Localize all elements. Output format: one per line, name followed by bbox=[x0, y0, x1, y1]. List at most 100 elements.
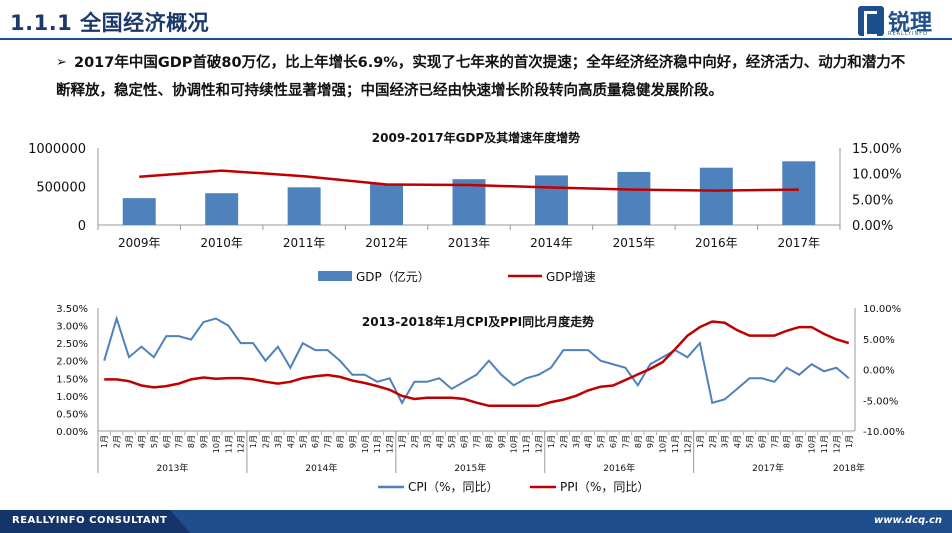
cpi-month-label: 2月 bbox=[708, 435, 717, 448]
logo-name: 锐理 bbox=[888, 11, 933, 36]
ppi-line bbox=[104, 320, 850, 408]
cpi-month-label: 9月 bbox=[497, 435, 506, 448]
cpi-line bbox=[103, 315, 850, 405]
cpi-month-label: 11月 bbox=[522, 435, 531, 453]
cpi-month-label: 2月 bbox=[113, 435, 122, 448]
cpi-month-label: 10月 bbox=[659, 435, 668, 453]
gdp-tick-labels: 1000000 500000 0 15.00% 10.00% 5.00% 0.00% 2009… bbox=[28, 142, 901, 250]
cpi-right-tick-label: 5.00% bbox=[863, 335, 895, 346]
gdp-bar bbox=[699, 167, 733, 225]
gdp-left-tick-label: 500000 bbox=[36, 181, 86, 196]
gdp-chart-title: 2009-2017年GDP及其增速年度增势 bbox=[372, 130, 580, 145]
gdp-x-tick-label: 2017年 bbox=[778, 236, 821, 250]
cpi-month-label: 6月 bbox=[311, 435, 320, 448]
gdp-left-tick-label: 0 bbox=[78, 219, 86, 234]
cpi-month-label: 11月 bbox=[224, 435, 233, 453]
cpi-month-label: 1月 bbox=[845, 435, 854, 448]
cpi-year-label: 2015年 bbox=[454, 462, 486, 474]
cpi-month-label: 11月 bbox=[820, 435, 829, 453]
gdp-chart: 2009-2017年GDP及其增速年度增势 1000000 500000 0 15.0… bbox=[28, 130, 901, 284]
cpi-month-label: 3月 bbox=[572, 435, 581, 448]
gdp-x-tick-label: 2012年 bbox=[365, 236, 408, 250]
cpi-month-label: 2月 bbox=[262, 435, 271, 448]
cpi-left-tick-label: 2.00% bbox=[56, 357, 88, 368]
cpi-month-label: 12月 bbox=[237, 435, 246, 453]
cpi-month-label: 12月 bbox=[386, 435, 395, 453]
cpi-left-tick-label: 3.00% bbox=[56, 322, 88, 333]
cpi-month-label: 4月 bbox=[137, 435, 146, 448]
cpi-ppi-series bbox=[103, 315, 850, 408]
cpi-left-tick-label: 3.50% bbox=[56, 304, 88, 315]
cpi-month-label: 7月 bbox=[175, 435, 184, 448]
cpi-month-label: 10月 bbox=[212, 435, 221, 453]
cpi-month-label: 12月 bbox=[535, 435, 544, 453]
cpi-left-tick-label: 2.50% bbox=[56, 339, 88, 350]
logo-mark-icon bbox=[858, 6, 884, 37]
cpi-right-tick-label: 10.00% bbox=[863, 304, 901, 315]
gdp-bar-series bbox=[122, 161, 816, 225]
cpi-month-label: 5月 bbox=[597, 435, 606, 448]
cpi-month-label: 1月 bbox=[100, 435, 109, 448]
cpi-month-label: 1月 bbox=[696, 435, 705, 448]
cpi-axes bbox=[97, 308, 856, 473]
cpi-month-label: 1月 bbox=[398, 435, 407, 448]
cpi-month-label: 8月 bbox=[336, 435, 345, 448]
cpi-month-label: 3月 bbox=[721, 435, 730, 448]
gdp-bar bbox=[617, 171, 651, 225]
gdp-bar bbox=[370, 183, 404, 225]
gdp-bar bbox=[205, 193, 239, 225]
gdp-x-tick-label: 2009年 bbox=[118, 236, 161, 250]
cpi-month-label: 6月 bbox=[758, 435, 767, 448]
cpi-left-tick-label: 1.00% bbox=[56, 392, 88, 403]
cpi-month-label: 5月 bbox=[448, 435, 457, 448]
cpi-month-label: 7月 bbox=[473, 435, 482, 448]
cpi-left-tick-label: 1.50% bbox=[56, 374, 88, 385]
cpi-month-label: 8月 bbox=[634, 435, 643, 448]
cpi-month-label: 5月 bbox=[746, 435, 755, 448]
cpi-month-label: 8月 bbox=[783, 435, 792, 448]
cpi-month-label: 11月 bbox=[373, 435, 382, 453]
cpi-month-label: 8月 bbox=[485, 435, 494, 448]
cpi-year-label: 2016年 bbox=[603, 462, 635, 474]
gdp-growth-series bbox=[139, 169, 799, 192]
cpi-month-label: 7月 bbox=[621, 435, 630, 448]
footer-url[interactable]: www.dcq.cn bbox=[874, 515, 942, 526]
cpi-month-label: 10月 bbox=[808, 435, 817, 453]
cpi-month-label: 4月 bbox=[733, 435, 742, 448]
cpi-month-label: 7月 bbox=[324, 435, 333, 448]
cpi-year-label: 2014年 bbox=[305, 462, 337, 474]
bullet-arrow-icon: ➢ bbox=[56, 55, 67, 70]
legend-label-gdp: GDP（亿元） bbox=[356, 269, 430, 284]
cpi-month-label: 3月 bbox=[125, 435, 134, 448]
cpi-month-label: 6月 bbox=[162, 435, 171, 448]
cpi-month-label: 3月 bbox=[423, 435, 432, 448]
cpi-left-tick-label: 0.00% bbox=[56, 427, 88, 438]
gdp-x-tick-label: 2015年 bbox=[613, 236, 656, 250]
cpi-left-tick-label: 0.50% bbox=[56, 409, 88, 420]
cpi-month-label: 12月 bbox=[832, 435, 841, 453]
cpi-month-label: 10月 bbox=[510, 435, 519, 453]
title-rule bbox=[0, 38, 952, 40]
gdp-x-tick-label: 2013年 bbox=[448, 236, 491, 250]
cpi-month-label: 6月 bbox=[460, 435, 469, 448]
gdp-x-tick-label: 2010年 bbox=[200, 236, 243, 250]
gdp-right-tick-label: 0.00% bbox=[852, 219, 893, 234]
cpi-chart: 2013-2018年1月CPI及PPI同比月度走势 3.50% 3.00% 2.50… bbox=[56, 304, 905, 494]
cpi-right-tick-label: 0.00% bbox=[863, 366, 895, 377]
cpi-month-label: 7月 bbox=[770, 435, 779, 448]
gdp-legend: GDP（亿元） GDP增速 bbox=[318, 269, 596, 284]
footer-brand-block bbox=[0, 510, 190, 533]
cpi-month-label: 6月 bbox=[609, 435, 618, 448]
cpi-month-label: 3月 bbox=[274, 435, 283, 448]
cpi-tick-labels: 3.50% 3.00% 2.50% 2.00% 1.50% 1.00% 0.50% 0.00%… bbox=[56, 304, 905, 474]
footer-bar: REALLYINFO CONSULTANT www.dcq.cn bbox=[0, 510, 952, 533]
cpi-month-label: 8月 bbox=[187, 435, 196, 448]
cpi-month-label: 9月 bbox=[199, 435, 208, 448]
cpi-month-label: 4月 bbox=[435, 435, 444, 448]
cpi-month-label: 9月 bbox=[348, 435, 357, 448]
gdp-bar bbox=[534, 175, 568, 225]
cpi-month-label: 5月 bbox=[299, 435, 308, 448]
cpi-month-label: 9月 bbox=[646, 435, 655, 448]
gdp-bar bbox=[782, 161, 816, 225]
summary-bullet: ➢ 2017年中国GDP首破80万亿，比上年增长6.9%，实现了七年来的首次提速… bbox=[56, 49, 916, 105]
